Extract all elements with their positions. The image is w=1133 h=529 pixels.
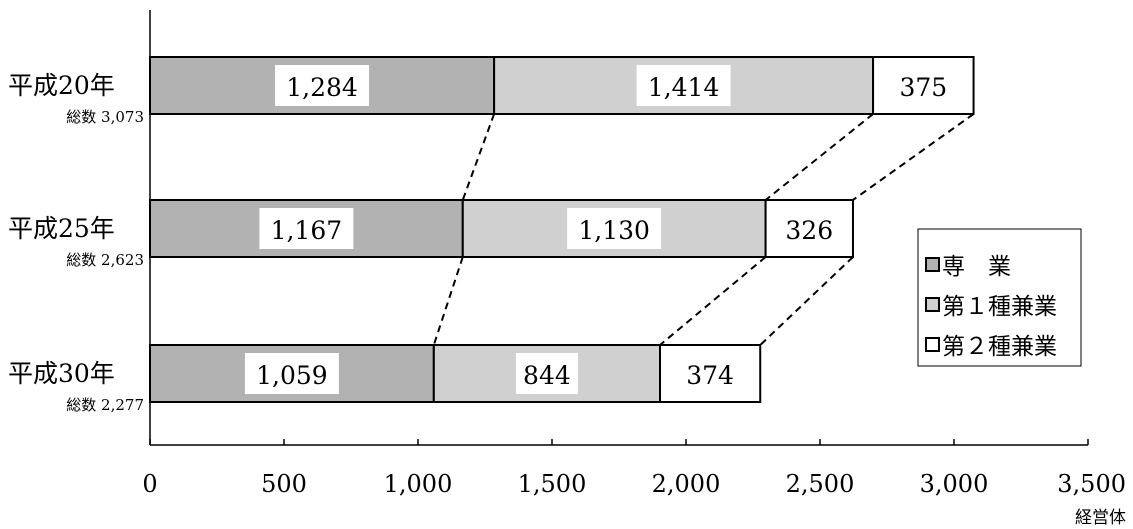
connector-line [852,113,975,201]
connector-line [764,113,874,201]
x-tick-label: 1,000 [384,470,453,498]
data-label: 375 [899,73,947,102]
connector-lines [432,113,975,346]
x-tick-label: 0 [142,470,157,498]
x-tick-label: 3,500 [1057,470,1126,498]
connector-line [461,113,496,201]
legend-label: 専 業 [942,254,1011,280]
connector-line [432,256,464,346]
data-label: 844 [523,361,571,390]
bars: 1,284 1,414 375 1,167 1,130 326 1,059 844 374 [149,56,975,403]
legend-swatch [925,257,940,272]
x-tick-label: 2,500 [786,470,855,498]
data-label: 326 [785,216,833,245]
category-label: 平成20年 [8,71,115,100]
connector-line [759,256,854,346]
legend-box [917,228,1082,367]
x-tick-label: 1,500 [518,470,587,498]
data-label-bg [244,353,339,394]
connector-line [659,256,767,346]
total-label: 総数 2,277 [66,396,144,414]
category-label: 平成30年 [8,359,115,388]
legend-swatch [925,337,940,352]
data-label: 374 [686,361,734,390]
data-label-bg [778,208,841,249]
legend-swatch [925,297,940,312]
data-label-bg [515,353,578,394]
data-label-bg [567,208,662,249]
data-label-bg [892,65,955,106]
category-label: 平成25年 [8,214,115,243]
x-tick-label: 500 [261,470,307,498]
data-label-bg [636,65,731,106]
x-tick-label: 2,000 [652,470,721,498]
data-label: 1,130 [578,216,650,245]
legend-label: 第１種兼業 [942,294,1057,320]
total-label: 総数 2,623 [66,251,144,269]
data-label: 1,414 [648,73,720,102]
x-tick-label: 3,000 [920,470,989,498]
data-label-bg [679,353,742,394]
data-label-bg [275,65,370,106]
legend-label: 第２種兼業 [942,334,1057,360]
data-label-bg [259,208,354,249]
x-axis-label: 経営体 [1075,508,1126,528]
total-label: 総数 3,073 [66,108,144,126]
data-label: 1,284 [286,73,358,102]
data-label: 1,059 [256,361,328,390]
x-axis: 0 500 1,000 1,500 2,000 2,500 3,000 3,500 経営体 [142,10,1126,528]
data-label: 1,167 [271,216,343,245]
